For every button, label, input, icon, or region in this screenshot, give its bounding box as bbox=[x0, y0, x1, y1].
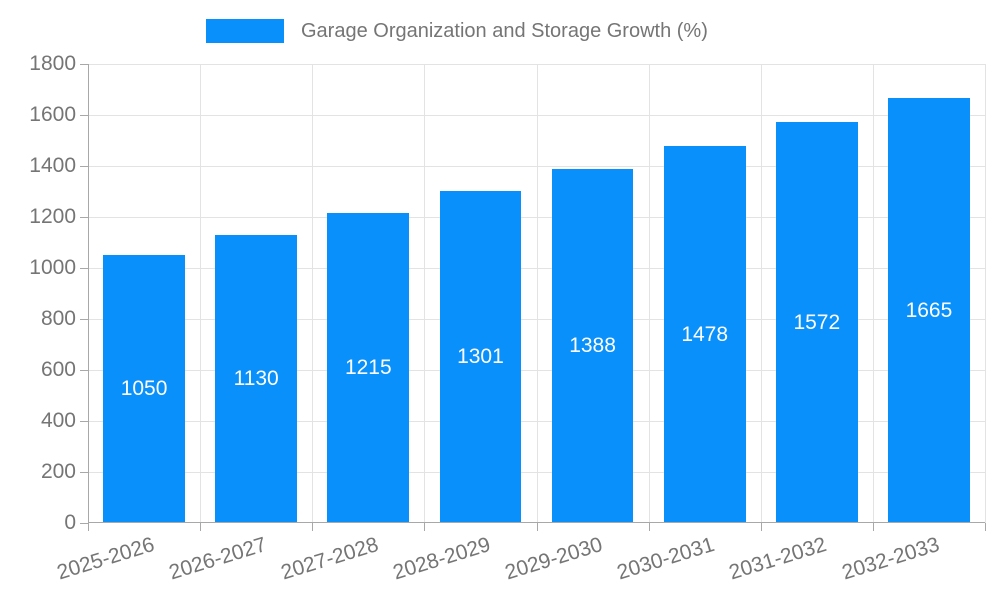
x-axis-tick-label: 2027-2028 bbox=[278, 533, 382, 585]
x-tick bbox=[648, 523, 650, 531]
y-tick bbox=[80, 319, 88, 320]
bar bbox=[775, 122, 858, 523]
y-axis-tick-label: 1400 bbox=[29, 154, 76, 177]
legend: Garage Organization and Storage Growth (… bbox=[206, 19, 708, 43]
y-tick bbox=[80, 472, 88, 473]
y-axis-tick-label: 1800 bbox=[29, 52, 76, 75]
y-axis-tick-label: 200 bbox=[40, 460, 76, 483]
y-tick bbox=[80, 64, 88, 65]
bar-value-label: 1572 bbox=[793, 310, 841, 334]
legend-swatch-icon bbox=[206, 19, 284, 43]
x-gridline bbox=[760, 64, 762, 523]
x-gridline bbox=[200, 64, 202, 523]
x-axis-tick-label: 2028-2029 bbox=[390, 533, 494, 585]
x-gridline bbox=[985, 64, 986, 523]
x-gridline bbox=[536, 64, 538, 523]
x-tick bbox=[536, 523, 538, 531]
x-tick bbox=[200, 523, 202, 531]
y-tick bbox=[80, 268, 88, 269]
y-axis-tick-label: 600 bbox=[40, 358, 76, 381]
y-tick bbox=[80, 115, 88, 116]
y-axis-tick-label: 1200 bbox=[29, 205, 76, 228]
x-tick bbox=[424, 523, 426, 531]
y-tick bbox=[80, 166, 88, 167]
bar bbox=[551, 169, 634, 523]
x-axis-line bbox=[88, 522, 985, 523]
bar bbox=[663, 146, 746, 523]
y-tick bbox=[80, 523, 88, 524]
x-gridline bbox=[648, 64, 650, 523]
bar-value-label: 1665 bbox=[905, 298, 953, 322]
bar bbox=[327, 213, 410, 523]
y-tick bbox=[80, 217, 88, 218]
x-axis-tick-label: 2030-2031 bbox=[614, 533, 718, 585]
x-gridline bbox=[312, 64, 314, 523]
bar-value-label: 1478 bbox=[681, 322, 729, 346]
y-axis-tick-label: 1600 bbox=[29, 103, 76, 126]
y-axis-tick-label: 800 bbox=[40, 307, 76, 330]
x-gridline bbox=[424, 64, 426, 523]
y-axis-tick-label: 1000 bbox=[29, 256, 76, 279]
plot-area: 1050 1130 1215 1301 1388 1478 1572 1665 bbox=[80, 64, 986, 531]
x-tick bbox=[88, 523, 89, 531]
x-axis-tick-label: 2026-2027 bbox=[166, 533, 269, 585]
bar-value-label: 1301 bbox=[457, 345, 504, 369]
chart-title: Garage Organization and Storage Growth (… bbox=[301, 19, 708, 42]
bar-value-label: 1130 bbox=[233, 366, 279, 390]
bar bbox=[439, 191, 522, 523]
x-tick bbox=[985, 523, 986, 531]
x-axis-tick-label: 2029-2030 bbox=[502, 533, 606, 585]
y-tick bbox=[80, 421, 88, 422]
bar-value-label: 1388 bbox=[569, 334, 616, 358]
x-tick bbox=[312, 523, 314, 531]
y-axis-tick-label: 400 bbox=[40, 409, 76, 432]
x-axis-tick-label: 2031-2032 bbox=[726, 533, 830, 585]
bar bbox=[103, 255, 185, 523]
y-axis-line bbox=[88, 64, 89, 523]
bar bbox=[215, 234, 298, 523]
x-axis-tick-label: 2032-2033 bbox=[838, 533, 942, 585]
x-tick bbox=[760, 523, 762, 531]
y-axis-tick-label: 0 bbox=[64, 511, 76, 534]
x-gridline bbox=[872, 64, 874, 523]
y-tick bbox=[80, 370, 88, 371]
x-tick bbox=[872, 523, 874, 531]
bar-value-label: 1050 bbox=[120, 377, 168, 401]
x-axis-tick-label: 2025-2026 bbox=[54, 533, 157, 585]
bar-value-label: 1215 bbox=[344, 356, 392, 380]
bar bbox=[888, 98, 970, 523]
